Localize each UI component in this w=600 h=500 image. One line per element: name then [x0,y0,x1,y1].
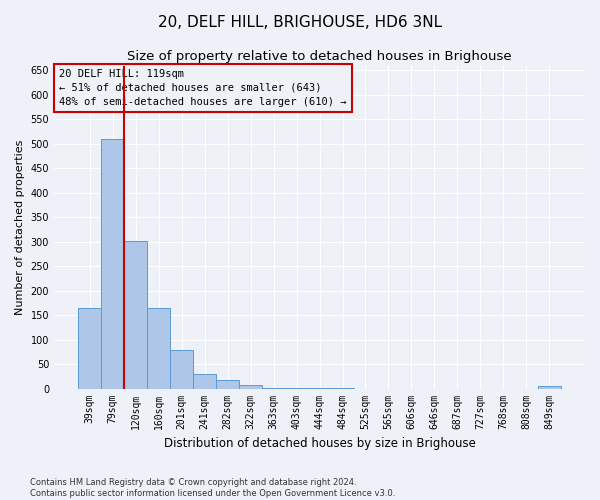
Bar [170,350,193,389]
Bar [147,308,170,388]
X-axis label: Distribution of detached houses by size in Brighouse: Distribution of detached houses by size … [164,437,475,450]
Text: 20 DELF HILL: 119sqm
← 51% of detached houses are smaller (643)
48% of semi-deta: 20 DELF HILL: 119sqm ← 51% of detached h… [59,69,347,107]
Bar [101,139,124,388]
Bar [193,374,216,388]
Bar [124,241,147,388]
Text: 20, DELF HILL, BRIGHOUSE, HD6 3NL: 20, DELF HILL, BRIGHOUSE, HD6 3NL [158,15,442,30]
Bar [538,386,561,388]
Title: Size of property relative to detached houses in Brighouse: Size of property relative to detached ho… [127,50,512,63]
Bar [78,308,101,388]
Bar [216,380,239,388]
Text: Contains HM Land Registry data © Crown copyright and database right 2024.
Contai: Contains HM Land Registry data © Crown c… [30,478,395,498]
Y-axis label: Number of detached properties: Number of detached properties [15,140,25,314]
Bar [239,385,262,388]
